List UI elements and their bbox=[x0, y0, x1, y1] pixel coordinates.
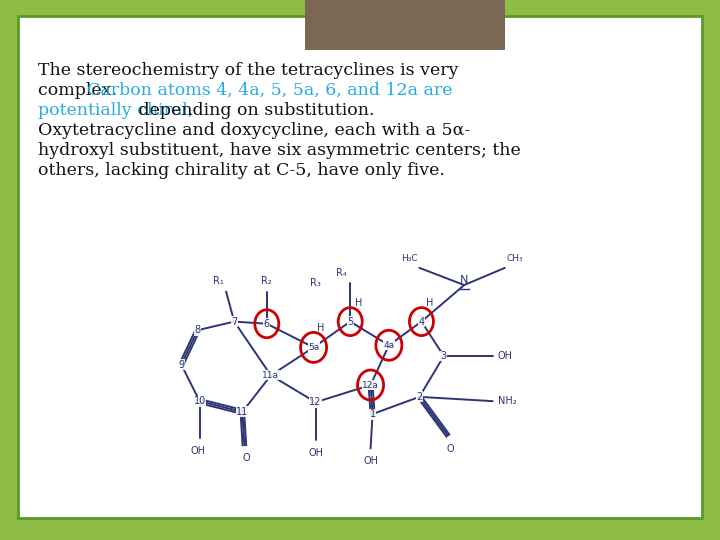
Text: complex.: complex. bbox=[38, 82, 122, 99]
Text: 3: 3 bbox=[441, 351, 447, 361]
Text: The stereochemistry of the tetracyclines is very: The stereochemistry of the tetracyclines… bbox=[38, 62, 459, 79]
FancyBboxPatch shape bbox=[18, 16, 702, 518]
Text: OH: OH bbox=[190, 446, 205, 456]
Text: NH₂: NH₂ bbox=[498, 396, 516, 406]
Text: hydroxyl substituent, have six asymmetric centers; the: hydroxyl substituent, have six asymmetri… bbox=[38, 142, 521, 159]
Text: R₃: R₃ bbox=[310, 278, 320, 288]
Text: 10: 10 bbox=[194, 396, 206, 406]
Text: potentially chiral,: potentially chiral, bbox=[38, 102, 194, 119]
Text: 9: 9 bbox=[179, 360, 184, 369]
Text: 8: 8 bbox=[194, 325, 201, 335]
Text: Oxytetracycline and doxycycline, each with a 5α-: Oxytetracycline and doxycycline, each wi… bbox=[38, 122, 470, 139]
Text: H: H bbox=[426, 298, 434, 308]
Text: CH₃: CH₃ bbox=[507, 254, 523, 263]
Text: OH: OH bbox=[363, 456, 378, 467]
Text: others, lacking chirality at C-5, have only five.: others, lacking chirality at C-5, have o… bbox=[38, 162, 445, 179]
Text: 11: 11 bbox=[236, 407, 248, 417]
Text: N: N bbox=[460, 275, 469, 285]
Text: depending on substitution.: depending on substitution. bbox=[133, 102, 374, 119]
Text: H: H bbox=[355, 298, 363, 308]
Text: 5a: 5a bbox=[308, 343, 319, 352]
Text: 4: 4 bbox=[418, 316, 425, 327]
Text: 11a: 11a bbox=[262, 371, 279, 380]
Text: 12: 12 bbox=[310, 397, 322, 407]
Text: 6: 6 bbox=[264, 319, 270, 329]
Text: OH: OH bbox=[308, 448, 323, 458]
Text: 12a: 12a bbox=[362, 381, 379, 389]
Text: OH: OH bbox=[498, 351, 513, 361]
Text: 1: 1 bbox=[369, 409, 376, 419]
Text: R₂: R₂ bbox=[261, 276, 272, 287]
Text: 4a: 4a bbox=[383, 341, 395, 350]
Text: H: H bbox=[317, 323, 324, 333]
Text: R₄: R₄ bbox=[336, 268, 347, 278]
Text: O: O bbox=[446, 443, 454, 454]
Text: R₁: R₁ bbox=[213, 276, 224, 287]
Text: 2: 2 bbox=[416, 392, 423, 402]
Text: 5: 5 bbox=[347, 316, 354, 327]
FancyBboxPatch shape bbox=[305, 0, 505, 50]
Text: Carbon atoms 4, 4a, 5, 5a, 6, and 12a are: Carbon atoms 4, 4a, 5, 5a, 6, and 12a ar… bbox=[87, 82, 452, 99]
Text: O: O bbox=[243, 453, 251, 463]
Text: 7: 7 bbox=[231, 316, 238, 327]
Text: H₃C: H₃C bbox=[401, 254, 418, 263]
